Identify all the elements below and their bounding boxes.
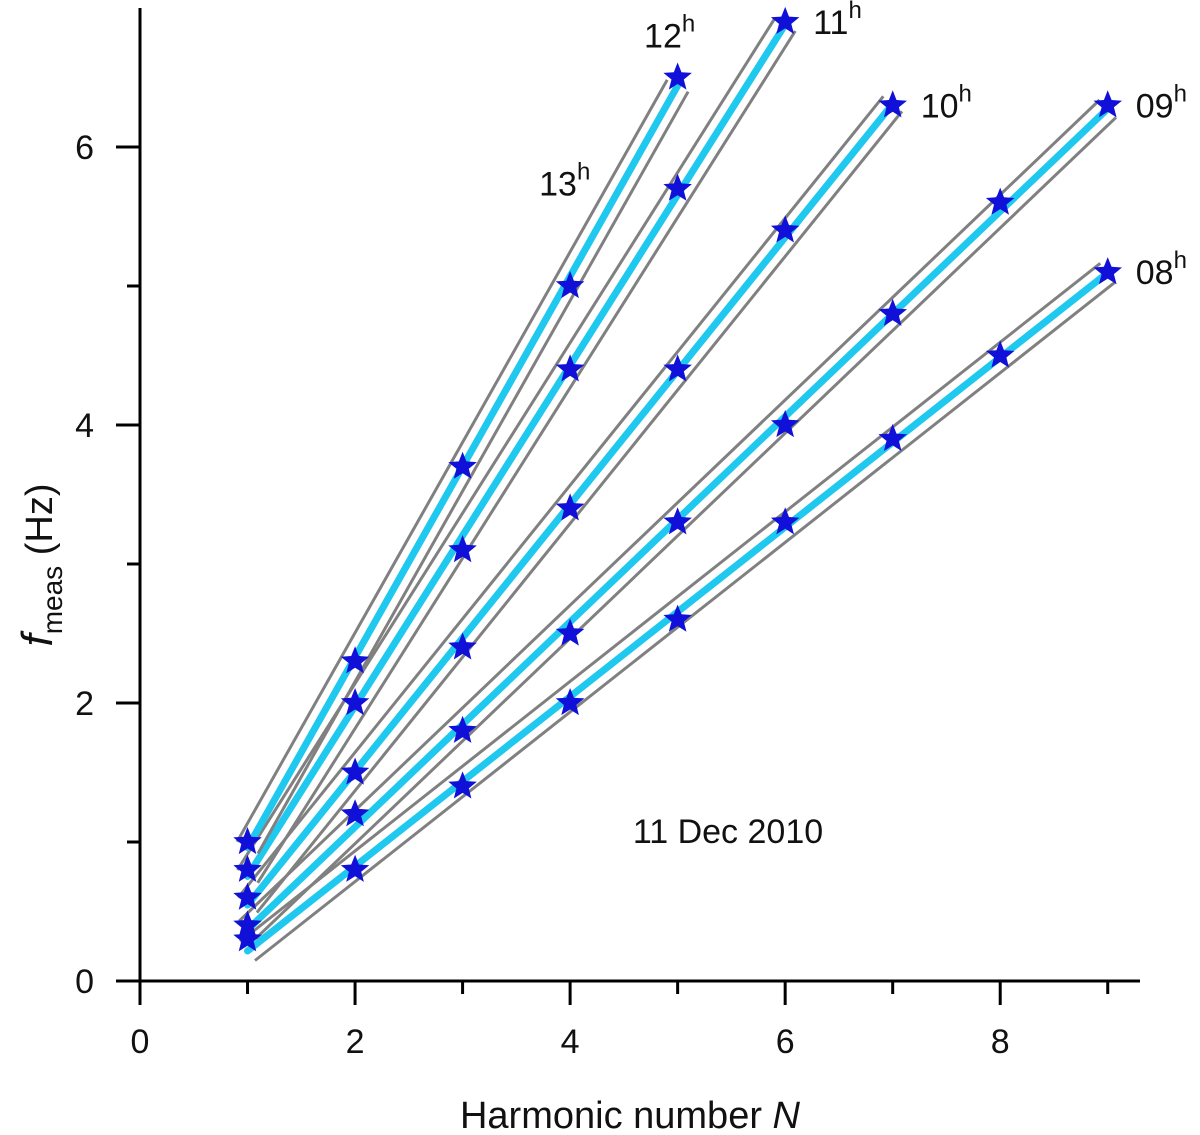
data-point-08 — [663, 604, 692, 632]
series-label-extra: 13h — [539, 159, 590, 204]
bound-line-10 — [237, 95, 885, 899]
y-tick-label: 0 — [75, 963, 94, 1001]
data-point-10 — [448, 632, 477, 660]
data-point-08 — [233, 924, 262, 952]
x-axis-title: Harmonic number N — [460, 1095, 801, 1135]
data-point-08 — [878, 423, 907, 451]
x-tick-label: 6 — [776, 1023, 795, 1061]
data-point-08 — [1093, 257, 1122, 285]
data-point-10 — [555, 493, 585, 521]
series-label-1: 09h — [1136, 80, 1187, 125]
x-tick-label: 8 — [991, 1023, 1010, 1061]
data-point-11 — [555, 354, 585, 382]
data-point-10 — [878, 90, 907, 118]
bound-line-09 — [238, 98, 1101, 923]
data-point-08 — [770, 507, 800, 535]
bound-line-11 — [236, 17, 777, 871]
data-point-12 — [555, 271, 585, 299]
bound-line-11 — [256, 30, 797, 884]
series-label-3: 11h — [813, 0, 862, 42]
y-tick-label: 4 — [75, 407, 94, 445]
data-point-10 — [233, 882, 262, 910]
data-point-09 — [985, 187, 1015, 215]
fit-line-11 — [244, 21, 789, 880]
data-point-11 — [448, 535, 477, 563]
data-point-12 — [233, 827, 262, 855]
series-label-4: 12h — [644, 11, 695, 56]
data-point-09 — [770, 410, 800, 438]
y-tick-label: 6 — [75, 129, 94, 167]
data-point-09 — [1093, 90, 1122, 118]
data-point-08 — [555, 688, 585, 716]
bound-line-09 — [254, 116, 1118, 940]
bound-line-12 — [256, 90, 690, 855]
bound-line-12 — [235, 79, 669, 843]
data-point-10 — [340, 757, 370, 785]
data-point-12 — [448, 451, 477, 479]
data-point-08 — [340, 854, 370, 882]
axes: 0 2 4 6 8 0 2 4 6 — [75, 8, 1140, 1061]
data-point-12 — [340, 646, 370, 674]
series-labels: 08h 09h 10h 11h 12h 13h — [539, 0, 1187, 292]
date-annotation: 11 Dec 2010 — [633, 813, 823, 851]
series-label-0: 08h — [1136, 247, 1187, 292]
data-point-08 — [985, 340, 1015, 368]
y-axis-title: fmeas (Hz) — [13, 483, 68, 646]
data-point-11 — [340, 688, 370, 716]
data-point-10 — [663, 354, 692, 382]
data-point-09 — [233, 910, 262, 938]
data-point-12 — [663, 62, 692, 90]
series-label-2: 10h — [921, 80, 972, 125]
data-point-09 — [448, 715, 477, 743]
data-point-10 — [770, 215, 800, 243]
data-point-08 — [448, 771, 477, 799]
data-point-11 — [663, 173, 692, 201]
data-markers — [233, 6, 1122, 952]
bound-line-10 — [255, 110, 904, 914]
bound-line-08 — [254, 280, 1117, 962]
data-point-09 — [340, 799, 370, 827]
x-tick-label: 0 — [131, 1023, 150, 1061]
data-point-09 — [555, 618, 585, 646]
data-point-11 — [233, 854, 262, 882]
data-point-09 — [878, 298, 907, 326]
data-point-09 — [663, 507, 692, 535]
x-tick-label: 2 — [346, 1023, 365, 1061]
bound-line-08 — [239, 262, 1102, 943]
data-point-11 — [770, 6, 800, 35]
x-tick-label: 4 — [561, 1023, 580, 1061]
y-tick-label: 2 — [75, 685, 94, 723]
